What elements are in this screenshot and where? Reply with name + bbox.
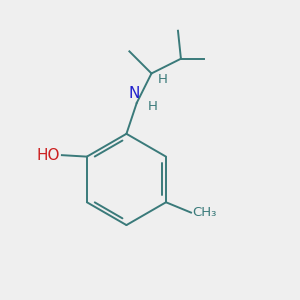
Text: H: H: [158, 73, 167, 86]
Text: CH₃: CH₃: [193, 206, 217, 219]
Text: N: N: [129, 85, 140, 100]
Text: H: H: [148, 100, 158, 113]
Text: HO: HO: [36, 148, 59, 163]
